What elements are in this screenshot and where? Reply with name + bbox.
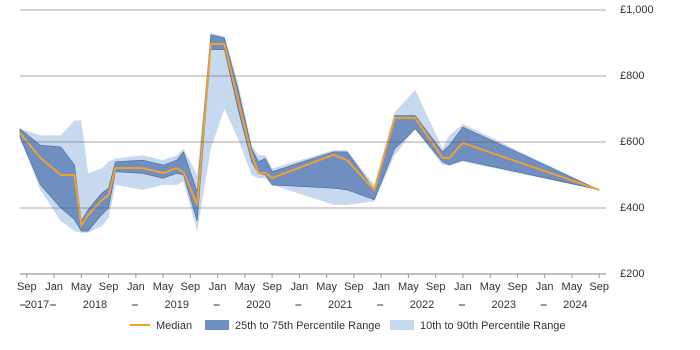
year-label: 2019 bbox=[164, 299, 188, 311]
percentile-band bbox=[20, 33, 600, 233]
x-tick-label: Jan bbox=[372, 281, 390, 293]
x-tick-label: Jan bbox=[45, 281, 63, 293]
x-tick-label: Sep bbox=[344, 281, 364, 293]
year-label: 2018 bbox=[83, 299, 107, 311]
y-tick-label: £1,000 bbox=[620, 4, 654, 16]
x-tick-label: Jan bbox=[536, 281, 554, 293]
percentile-band bbox=[19, 34, 600, 232]
year-label: 2020 bbox=[246, 299, 270, 311]
x-tick-label: May bbox=[480, 281, 501, 293]
legend-label: 25th to 75th Percentile Range bbox=[235, 320, 381, 332]
year-label: 2022 bbox=[410, 299, 434, 311]
x-tick-label: May bbox=[71, 281, 92, 293]
x-tick-label: Sep bbox=[181, 281, 201, 293]
x-tick-label: Sep bbox=[262, 281, 282, 293]
legend-swatch bbox=[390, 320, 414, 330]
legend-label: Median bbox=[156, 320, 192, 332]
x-tick-label: May bbox=[234, 281, 255, 293]
x-tick-label: Jan bbox=[290, 281, 308, 293]
median-line bbox=[19, 42, 600, 228]
legend-swatch bbox=[205, 320, 229, 330]
x-tick-label: May bbox=[153, 281, 174, 293]
legend-label: 10th to 90th Percentile Range bbox=[420, 320, 566, 332]
y-tick-label: £600 bbox=[620, 136, 644, 148]
y-tick-label: £200 bbox=[620, 268, 644, 280]
x-tick-label: May bbox=[398, 281, 419, 293]
year-label: 2017 bbox=[25, 299, 49, 311]
x-tick-label: May bbox=[562, 281, 583, 293]
x-tick-label: Jan bbox=[209, 281, 227, 293]
y-tick-label: £400 bbox=[620, 202, 644, 214]
y-tick-label: £800 bbox=[620, 70, 644, 82]
x-tick-label: Sep bbox=[17, 281, 37, 293]
x-tick-label: Sep bbox=[508, 281, 528, 293]
x-tick-label: Sep bbox=[99, 281, 119, 293]
year-label: 2021 bbox=[328, 299, 352, 311]
x-tick-label: Jan bbox=[127, 281, 145, 293]
x-tick-label: May bbox=[316, 281, 337, 293]
year-label: 2024 bbox=[563, 299, 587, 311]
x-tick-label: Sep bbox=[426, 281, 446, 293]
x-tick-label: Jan bbox=[454, 281, 472, 293]
year-label: 2023 bbox=[492, 299, 516, 311]
x-tick-label: Sep bbox=[589, 281, 609, 293]
